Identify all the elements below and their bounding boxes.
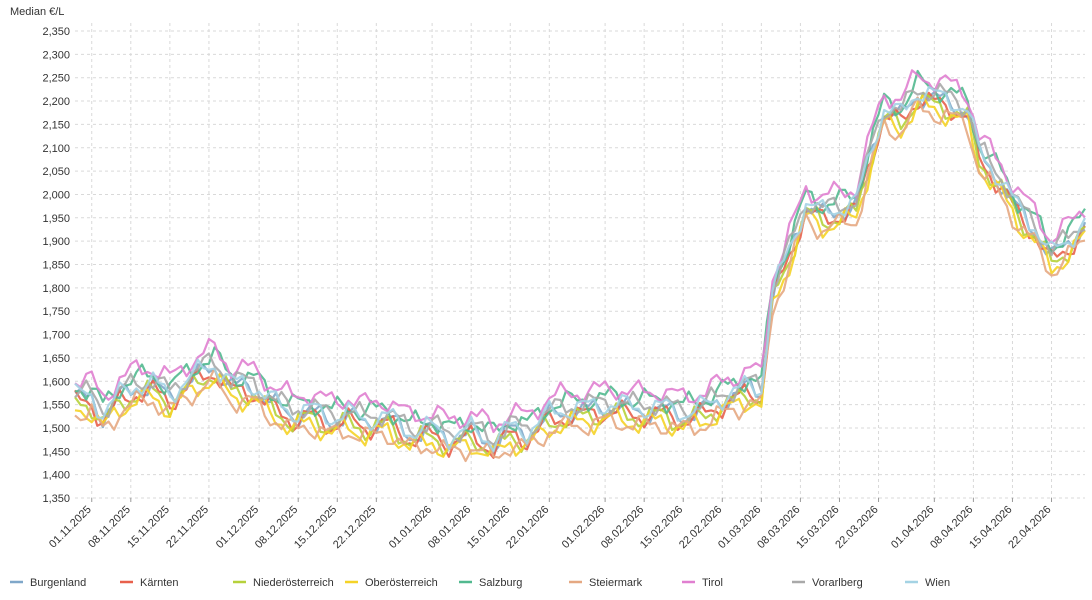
y-tick-label: 2,250 bbox=[42, 73, 70, 85]
y-tick-label: 1,350 bbox=[42, 493, 70, 505]
legend-item[interactable]: Salzburg bbox=[459, 577, 522, 589]
y-tick-label: 2,050 bbox=[42, 166, 70, 178]
legend-item[interactable]: Niederösterreich bbox=[233, 577, 334, 589]
y-tick-label: 2,150 bbox=[42, 119, 70, 131]
x-tick-label: 22.03.2026 bbox=[833, 504, 880, 551]
y-tick-label: 1,450 bbox=[42, 446, 70, 458]
legend-label: Steiermark bbox=[589, 577, 643, 589]
y-tick-label: 1,950 bbox=[42, 213, 70, 225]
y-tick-label: 1,400 bbox=[42, 470, 70, 482]
series-line bbox=[74, 85, 1086, 453]
y-tick-label: 1,600 bbox=[42, 376, 70, 388]
legend-label: Oberösterreich bbox=[365, 577, 438, 589]
y-tick-label: 2,350 bbox=[42, 26, 70, 38]
legend-item[interactable]: Tirol bbox=[682, 577, 723, 589]
series-line bbox=[74, 82, 1086, 446]
y-tick-label: 1,850 bbox=[42, 260, 70, 272]
legend-item[interactable]: Oberösterreich bbox=[345, 577, 438, 589]
x-tick-label: 22.04.2026 bbox=[1006, 504, 1053, 551]
x-axis-ticks: 01.11.202508.11.202515.11.202522.11.2025… bbox=[47, 504, 1054, 551]
y-tick-label: 2,200 bbox=[42, 96, 70, 108]
y-tick-label: 1,550 bbox=[42, 400, 70, 412]
y-axis-ticks: 2,350 2,300 2,250 2,200 2,150 2,100 2,050 2,000… bbox=[42, 26, 70, 505]
legend-item[interactable]: Burgenland bbox=[10, 577, 86, 589]
legend-item[interactable]: Vorarlberg bbox=[792, 577, 863, 589]
legend-label: Tirol bbox=[702, 577, 723, 589]
series-line bbox=[74, 69, 1086, 434]
legend-item[interactable]: Wien bbox=[905, 577, 950, 589]
y-tick-label: 1,900 bbox=[42, 236, 70, 248]
y-axis-label: Median €/L bbox=[10, 6, 64, 18]
legend-label: Wien bbox=[925, 577, 950, 589]
y-tick-label: 1,800 bbox=[42, 283, 70, 295]
x-tick-label: 22.11.2025 bbox=[164, 504, 211, 551]
x-tick-label: 22.01.2026 bbox=[504, 504, 551, 551]
legend-item[interactable]: Kärnten bbox=[120, 577, 179, 589]
x-tick-label: 22.12.2025 bbox=[331, 504, 378, 551]
y-tick-label: 1,650 bbox=[42, 353, 70, 365]
legend-label: Salzburg bbox=[479, 577, 522, 589]
legend-label: Burgenland bbox=[30, 577, 86, 589]
legend-label: Niederösterreich bbox=[253, 577, 334, 589]
series-lines bbox=[74, 69, 1087, 463]
y-tick-label: 1,750 bbox=[42, 306, 70, 318]
legend-item[interactable]: Steiermark bbox=[569, 577, 643, 589]
series-line bbox=[74, 94, 1086, 458]
y-tick-label: 2,300 bbox=[42, 49, 70, 61]
y-tick-label: 2,000 bbox=[42, 189, 70, 201]
legend-label: Vorarlberg bbox=[812, 577, 863, 589]
legend-label: Kärnten bbox=[140, 577, 179, 589]
legend[interactable]: Burgenland Kärnten Niederösterreich Oberöst… bbox=[10, 577, 950, 589]
y-tick-label: 1,700 bbox=[42, 330, 70, 342]
y-tick-label: 1,500 bbox=[42, 423, 70, 435]
y-tick-label: 2,100 bbox=[42, 143, 70, 155]
